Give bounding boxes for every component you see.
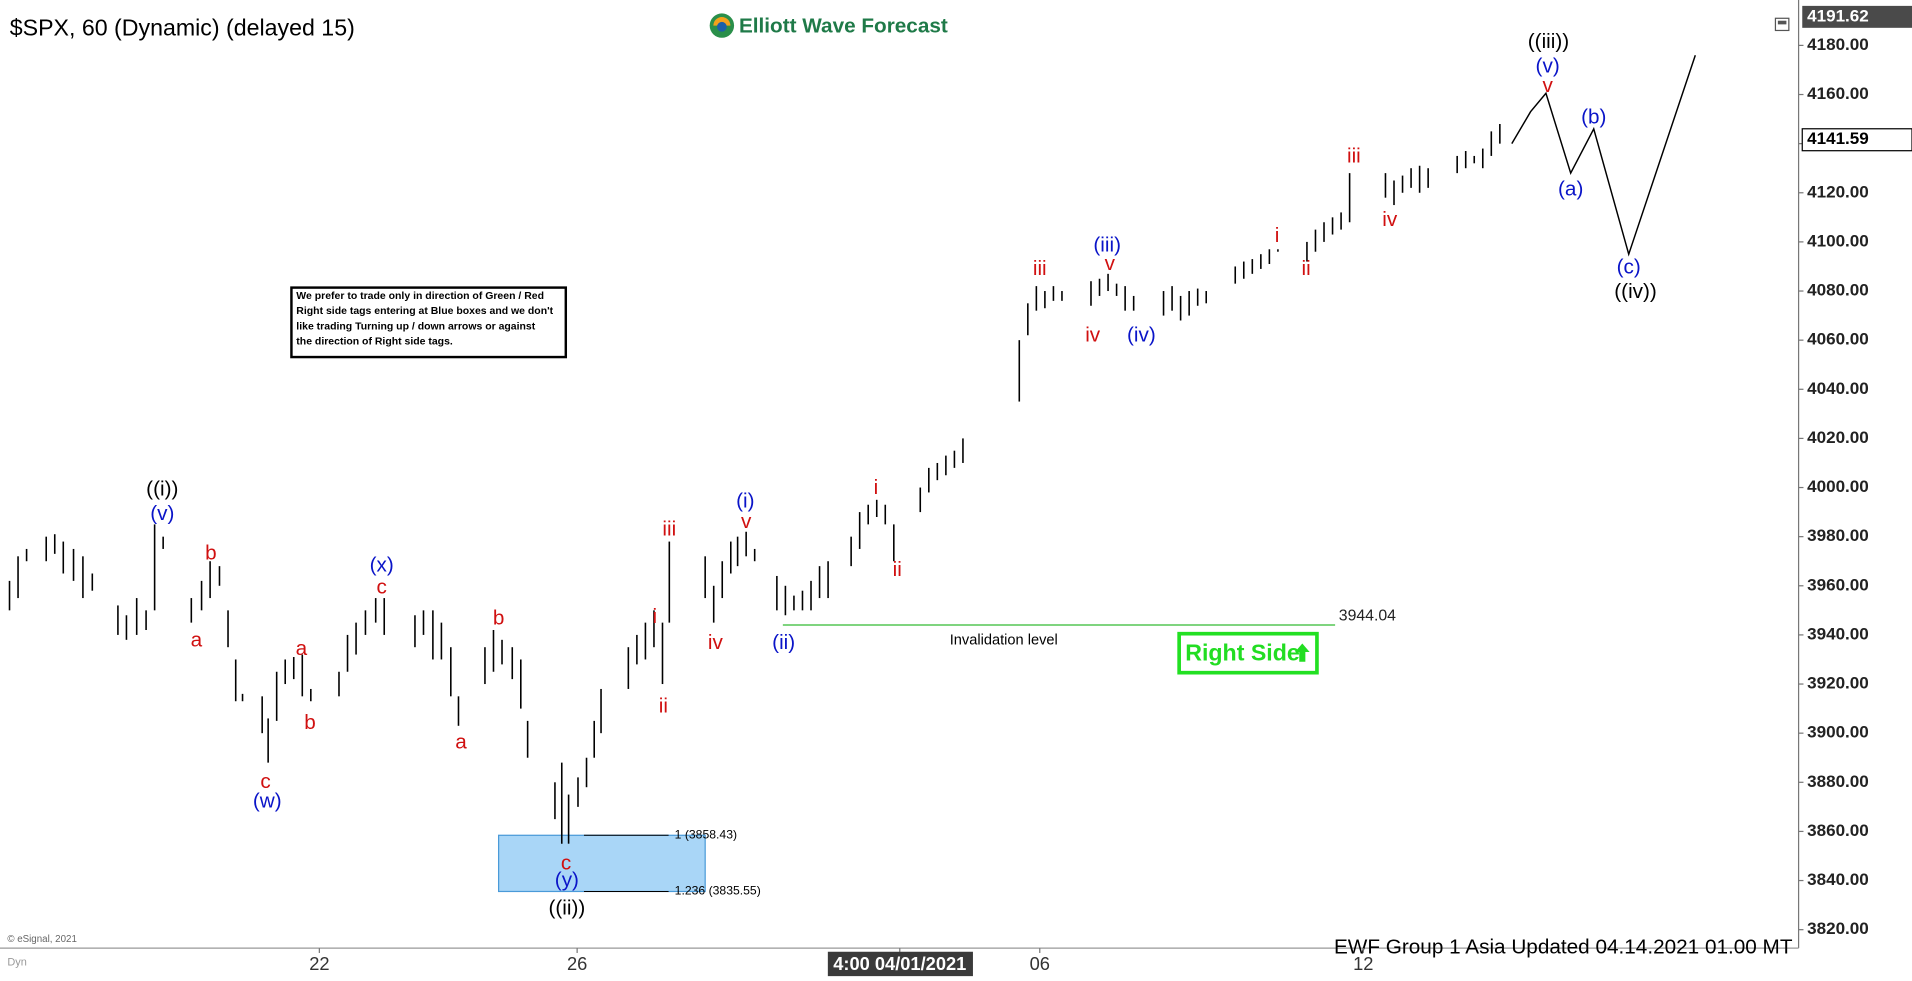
logo-icon-dot	[717, 21, 727, 32]
wave-label: b	[304, 711, 316, 734]
wave-label: v	[1542, 74, 1553, 97]
wave-label: (x)	[370, 554, 394, 577]
x-tick-highlight	[827, 951, 973, 977]
wave-label: (i)	[736, 490, 754, 513]
right-side-tag: Right Side	[1177, 631, 1319, 675]
wave-label: ii	[1301, 257, 1310, 280]
y-tick-label: 3880.00	[1807, 772, 1869, 791]
y-tick-label: 3900.00	[1807, 723, 1869, 742]
logo-icon-arc	[713, 17, 731, 26]
y-tick-label: 4120.00	[1807, 182, 1869, 201]
wave-label: i	[874, 476, 879, 499]
y-tick-label: 4060.00	[1807, 330, 1869, 349]
y-tick-label: 4000.00	[1807, 477, 1869, 496]
wave-label: (w)	[253, 789, 282, 812]
wave-label: ((iii))	[1528, 30, 1569, 53]
wave-label: ((iv))	[1614, 280, 1657, 303]
wave-label: iv	[1085, 324, 1101, 347]
right-side-arrow	[1294, 643, 1310, 662]
x-tick-label: 22	[309, 953, 329, 974]
wave-label: c	[260, 770, 270, 793]
y-tick-label: 4040.00	[1807, 379, 1869, 398]
y-tick-label: 4080.00	[1807, 281, 1869, 300]
corner-tag: Dyn	[7, 957, 27, 969]
x-tick-label: 4:00 04/01/2021	[833, 953, 966, 974]
y-tick-label: 4160.00	[1807, 84, 1869, 103]
note-line: Right side tags entering at Blue boxes a…	[296, 306, 553, 317]
y-tick-label: 4020.00	[1807, 428, 1869, 447]
note-line: like trading Turning up / down arrows or…	[296, 321, 535, 332]
logo: Elliott Wave Forecast	[703, 10, 963, 42]
copyright: © eSignal, 2021	[7, 934, 77, 945]
wave-label: (iv)	[1127, 324, 1156, 347]
price-marker	[1801, 128, 1912, 152]
y-tick-label: 3940.00	[1807, 624, 1869, 643]
wave-label: iii	[1347, 145, 1361, 168]
fib-label: 1 (3858.43)	[675, 827, 737, 841]
y-tick-label: 3920.00	[1807, 674, 1869, 693]
wave-label: iii	[662, 518, 676, 541]
wave-label: (v)	[1536, 54, 1560, 77]
wave-label: iv	[708, 631, 724, 654]
wave-label: (ii)	[772, 631, 795, 654]
wave-label: ii	[659, 694, 668, 717]
y-tick-label: 3960.00	[1807, 575, 1869, 594]
y-tick-label: 3820.00	[1807, 919, 1869, 938]
y-tick-label: 4100.00	[1807, 231, 1869, 250]
note-frame	[290, 286, 568, 359]
y-tick-label: 3840.00	[1807, 870, 1869, 889]
wave-label: ((ii))	[548, 897, 585, 920]
wave-label: (a)	[1558, 178, 1583, 201]
window-icon	[1774, 17, 1790, 32]
wave-label: v	[1105, 252, 1116, 275]
footer: EWF Group 1 Asia Updated 04.14.2021 01.0…	[1334, 936, 1793, 959]
invalidation-value: 3944.04	[1339, 608, 1396, 625]
invalidation-text: Invalidation level	[950, 633, 1058, 649]
wave-label: b	[493, 606, 505, 629]
wave-label: c	[561, 852, 571, 875]
wave-label: ((i))	[146, 477, 178, 500]
fib-zone	[497, 834, 706, 893]
note-line: We prefer to trade only in direction of …	[296, 291, 544, 302]
wave-label: (c)	[1617, 256, 1641, 279]
logo-bg	[703, 10, 963, 42]
wave-label: (b)	[1581, 106, 1606, 129]
wave-label: i	[1275, 224, 1280, 247]
x-tick-label: 26	[567, 953, 587, 974]
wave-label: iv	[1382, 208, 1398, 231]
wave-label: ii	[893, 558, 902, 581]
wave-label: i	[653, 605, 658, 628]
chart-title: $SPX, 60 (Dynamic) (delayed 15)	[10, 14, 355, 40]
x-tick-label: 12	[1353, 953, 1373, 974]
right-side-frame	[1177, 631, 1319, 675]
wave-label: b	[205, 541, 217, 564]
wave-label: (y)	[555, 869, 579, 892]
y-tick-label: 4180.00	[1807, 35, 1869, 54]
window-icon-bar	[1777, 20, 1787, 25]
wave-label: v	[741, 510, 752, 533]
wave-label: a	[191, 629, 203, 652]
projection-line	[1511, 54, 1697, 257]
wave-label: (v)	[150, 502, 174, 525]
note-box: We prefer to trade only in direction of …	[290, 286, 568, 359]
price-marker	[1802, 5, 1912, 28]
wave-label: (iii)	[1093, 234, 1121, 257]
right-side-text: Right Side	[1185, 640, 1300, 666]
logo-text: Elliott Wave Forecast	[739, 14, 948, 37]
x-tick-label: 06	[1030, 953, 1050, 974]
fib-label: 1.236 (3835.55)	[675, 884, 761, 898]
y-tick-label: 3860.00	[1807, 821, 1869, 840]
y-tick-label: 3980.00	[1807, 526, 1869, 545]
price-marker-label: 4141.59	[1807, 129, 1869, 148]
wave-label: c	[376, 576, 386, 599]
wave-label: a	[296, 637, 308, 660]
price-marker-label: 4191.62	[1807, 6, 1869, 25]
note-line: the direction of Right side tags.	[296, 337, 453, 348]
wave-label: iii	[1033, 257, 1047, 280]
wave-label: a	[455, 730, 467, 753]
